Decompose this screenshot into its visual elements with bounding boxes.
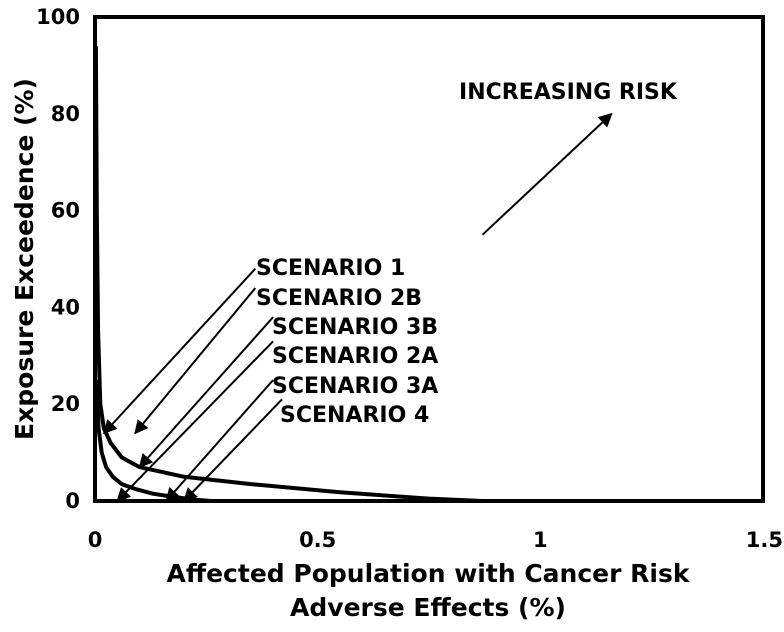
scenario-label: SCENARIO 3B (272, 315, 438, 340)
y-tick-labels: 0 20 40 60 80 100 (36, 5, 80, 513)
y-tick-label: 80 (51, 102, 80, 126)
series-line-1 (93, 45, 483, 503)
scenario-label: SCENARIO 4 (280, 403, 429, 428)
scenario-arrow (165, 379, 274, 503)
y-tick-label: 0 (65, 489, 80, 513)
x-tick-label: 1 (533, 528, 548, 552)
scenario-arrow (102, 268, 257, 435)
y-tick-label: 40 (51, 295, 80, 319)
y-tick-label: 100 (36, 5, 80, 29)
scenario-label: SCENARIO 3A (272, 374, 438, 399)
scenario-label: SCENARIO 2B (256, 286, 422, 311)
x-axis-title-line1: Affected Population with Cancer Risk (167, 559, 691, 588)
y-axis-title: Exposure Exceedence (%) (10, 78, 39, 440)
scenario-arrow (134, 287, 257, 435)
series-line-2 (94, 379, 211, 503)
y-tick-label: 20 (51, 392, 80, 416)
x-tick-label: 0 (88, 528, 103, 552)
series-lines (93, 45, 483, 503)
x-axis-title-line2: Adverse Effects (%) (290, 593, 566, 622)
scenario-arrow (116, 340, 274, 503)
x-tick-label: 0.5 (299, 528, 336, 552)
plot-area-frame (93, 15, 765, 503)
scenario-arrow (138, 316, 274, 469)
y-tick-label: 60 (51, 199, 80, 223)
increasing-risk-label: INCREASING RISK (459, 80, 678, 105)
scenario-label: SCENARIO 2A (272, 344, 438, 369)
x-tick-label: 1.5 (746, 528, 783, 552)
scenario-label: SCENARIO 1 (256, 256, 405, 281)
x-tick-labels: 0 0.5 1 1.5 (88, 528, 783, 552)
annotations: INCREASING RISK SCENARIO 1 SCENARIO 2B SCEN… (102, 80, 678, 503)
increasing-risk-arrow (481, 112, 613, 236)
scenario-arrow (183, 398, 283, 503)
